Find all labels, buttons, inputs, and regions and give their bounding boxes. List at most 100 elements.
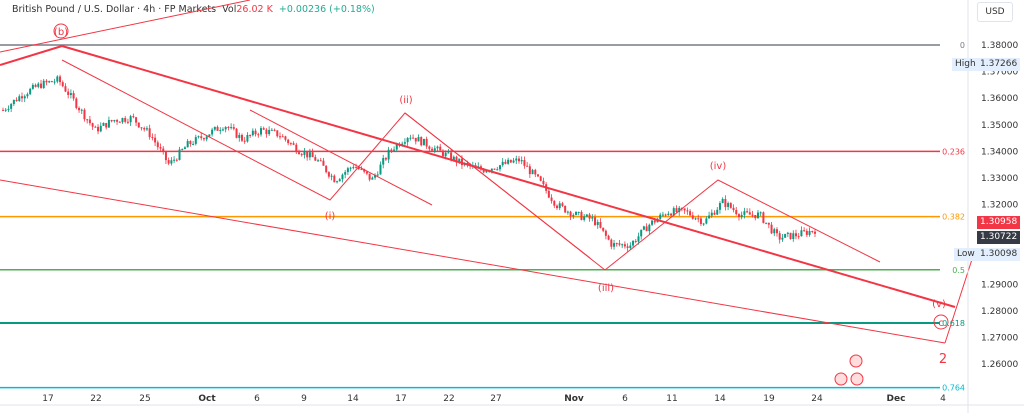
candle-body (281, 136, 284, 138)
candle-body (778, 233, 781, 240)
candle-body (417, 137, 420, 142)
candle-body (447, 152, 450, 154)
candle-body (224, 127, 227, 130)
candle-body (414, 137, 417, 142)
candle-body (585, 214, 588, 217)
wave-label-ii: (ii) (399, 95, 412, 106)
candle-body (531, 169, 534, 175)
candle-body (444, 152, 447, 157)
candle-body (735, 210, 738, 215)
candle-body (387, 149, 390, 160)
price-axis[interactable]: 1.38000 1.37000 1.36000 1.35000 1.34000 1.330… (981, 41, 1018, 370)
candle-body (786, 232, 789, 234)
trendline (61, 45, 956, 308)
candle-body (143, 128, 146, 130)
candle-body (167, 160, 170, 164)
candle-body (10, 104, 13, 109)
candle-body (637, 236, 640, 242)
candle-body (604, 230, 607, 236)
candle-body (202, 138, 205, 140)
candle-body (770, 224, 773, 234)
candle-body (781, 237, 784, 240)
symbol-label: British Pound / U.S. Dollar · 4h · FP Ma… (12, 4, 217, 15)
low-label: Low (954, 248, 978, 261)
candle-body (607, 235, 610, 240)
candle-body (814, 231, 816, 234)
candle-body (602, 227, 605, 231)
candle-body (34, 84, 37, 87)
candle-body (670, 213, 673, 216)
candle-body (691, 215, 694, 219)
fib-level-label: 0.5 (952, 266, 965, 275)
candle-body (61, 82, 64, 87)
candle-body (613, 243, 616, 247)
candle-body (528, 166, 531, 175)
candle-body (251, 130, 254, 136)
event-flags[interactable] (834, 354, 864, 386)
candle-body (553, 200, 556, 206)
candle-body (615, 243, 618, 245)
candle-body (336, 181, 339, 183)
candle-body (257, 134, 260, 136)
time-tick: 25 (139, 394, 150, 404)
candle-body (433, 148, 436, 151)
candle-body (270, 129, 273, 131)
candle-body (594, 217, 597, 225)
time-tick: 24 (811, 394, 823, 404)
candle-body (284, 136, 287, 140)
candle-body (18, 96, 21, 102)
candle-body (189, 141, 192, 145)
candle-body (751, 214, 754, 216)
candle-body (12, 99, 15, 105)
candle-body (376, 174, 379, 176)
candle-body (306, 151, 309, 158)
fib-level-label: 0.764 (942, 384, 965, 393)
candle-body (393, 149, 396, 151)
candle-body (683, 208, 686, 211)
candle-body (118, 121, 121, 123)
candle-body (632, 240, 635, 246)
time-axis[interactable]: 17 22 25 Oct 6 9 14 17 22 27 Nov 6 11 14 19 24 Dec 4 (42, 394, 946, 404)
vol-label: Vol (222, 4, 237, 15)
candle-body (648, 224, 651, 232)
candle-body (200, 136, 203, 139)
candle-body (159, 147, 162, 149)
candle-body (792, 233, 795, 240)
currency-button[interactable]: USD (977, 2, 1013, 22)
candle-body (808, 230, 811, 235)
candle-body (56, 76, 59, 82)
wave-c-circle (933, 314, 949, 330)
candle-body (412, 137, 415, 139)
uk-flag-icon[interactable] (849, 354, 863, 368)
candle-body (517, 158, 520, 162)
candle-body (298, 152, 301, 155)
candle-body (591, 217, 594, 219)
time-tick: 22 (90, 394, 101, 404)
candle-body (64, 86, 67, 92)
candle-body (110, 120, 113, 122)
us-flag-icon[interactable] (850, 372, 864, 386)
time-tick: 6 (622, 394, 628, 404)
us-flag-icon[interactable] (834, 372, 848, 386)
candle-body (599, 222, 602, 228)
candle-body (664, 214, 667, 216)
candle-body (588, 214, 591, 219)
candle-body (575, 211, 578, 215)
candle-body (409, 137, 412, 139)
candle-body (572, 214, 575, 217)
candle-body (72, 93, 75, 99)
time-tick: 17 (42, 394, 53, 404)
candle-body (15, 99, 18, 102)
time-tick: 6 (254, 394, 260, 404)
candle-body (743, 211, 746, 215)
candle-body (406, 138, 409, 143)
candle-body (441, 150, 444, 157)
candle-body (710, 212, 713, 216)
fib-level-label: 0 (960, 41, 965, 50)
candle-body (450, 152, 453, 161)
candle-body (175, 159, 178, 161)
candle-body (37, 83, 40, 87)
candle-body (794, 233, 797, 237)
candle-body (164, 151, 167, 161)
